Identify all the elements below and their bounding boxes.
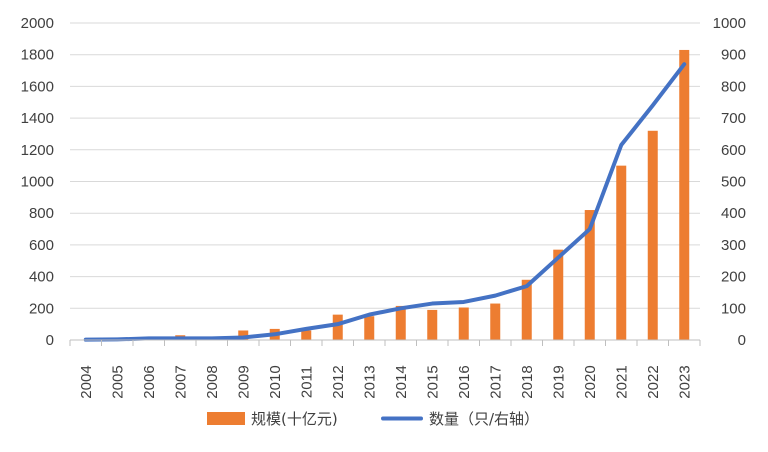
legend-label-line: 数量（只/右轴） (429, 410, 539, 428)
y-right-tick-label: 600 (721, 142, 746, 159)
bar (679, 49, 690, 340)
bar (553, 249, 564, 340)
y-left-tick-label: 1200 (21, 142, 54, 159)
y-right-tick-label: 700 (721, 110, 746, 127)
bar (647, 130, 658, 340)
line-point (589, 228, 591, 230)
legend-swatch-bar (207, 412, 245, 425)
x-tick-label: 2008 (204, 365, 221, 398)
line-point (400, 307, 402, 309)
x-tick-label: 2017 (487, 365, 504, 398)
bar (395, 305, 406, 340)
line-point (494, 295, 496, 297)
legend: 规模(十亿元) 数量（只/右轴） (207, 410, 539, 428)
y-left-tick-label: 800 (29, 205, 54, 222)
y-left-tick-label: 1400 (21, 110, 54, 127)
gridlines (70, 22, 700, 341)
line-point (148, 337, 150, 339)
line-point (179, 337, 181, 339)
x-tick-label: 2011 (298, 366, 315, 398)
y-right-tick-label: 1000 (713, 15, 746, 32)
line-point (305, 328, 307, 330)
y-left-tick-label: 400 (29, 269, 54, 286)
line-point (557, 257, 559, 259)
y-left-tick-label: 2000 (21, 15, 54, 32)
line-point (431, 303, 433, 305)
x-tick-label: 2007 (172, 365, 189, 398)
x-tick-label: 2015 (424, 365, 441, 398)
y-left-tick-label: 1800 (21, 47, 54, 64)
line-point (337, 323, 339, 325)
bar (458, 307, 469, 340)
left-axis: 0 200 400 600 800 1000 1200 1400 1600 1800 2000 (21, 15, 54, 349)
x-tick-label: 2020 (582, 365, 599, 398)
x-tick-label: 2005 (109, 365, 126, 398)
x-tick-label: 2022 (645, 365, 662, 398)
x-tick-label: 2014 (393, 365, 410, 398)
bar-series (80, 49, 690, 340)
bar (616, 165, 627, 340)
bar (427, 309, 438, 340)
legend-label-bar: 规模(十亿元) (251, 410, 338, 428)
x-tick-label: 2012 (330, 365, 347, 398)
y-left-tick-label: 200 (29, 300, 54, 317)
y-right-tick-label: 300 (721, 237, 746, 254)
x-tick-label: 2018 (519, 365, 536, 398)
y-left-tick-label: 0 (46, 332, 54, 349)
y-right-tick-label: 0 (738, 332, 746, 349)
y-right-tick-label: 800 (721, 78, 746, 95)
line-point (683, 63, 685, 65)
line-point (274, 333, 276, 335)
x-tick-label: 2006 (141, 365, 158, 398)
line-point (211, 337, 213, 339)
line-path (83, 62, 687, 342)
bar (584, 210, 595, 340)
bar (521, 279, 532, 340)
y-left-tick-label: 1600 (21, 78, 54, 95)
x-tick-label: 2013 (361, 365, 378, 398)
y-right-tick-label: 900 (721, 47, 746, 64)
y-left-tick-label: 1000 (21, 174, 54, 191)
bar (490, 303, 501, 340)
line-point (368, 314, 370, 316)
x-tick-label: 2021 (613, 365, 630, 398)
bar (301, 330, 312, 340)
line-series (83, 62, 687, 342)
x-tick-label: 2009 (235, 365, 252, 398)
line-point (652, 104, 654, 106)
y-right-tick-label: 100 (721, 300, 746, 317)
line-point (526, 285, 528, 287)
x-tick-label: 2004 (78, 365, 95, 398)
line-point (620, 144, 622, 146)
bar (238, 330, 249, 340)
right-axis: 0 100 200 300 400 500 600 700 800 900 1000 (713, 15, 746, 349)
y-right-tick-label: 200 (721, 269, 746, 286)
line-point (463, 301, 465, 303)
line-point (242, 336, 244, 338)
bar (364, 316, 375, 340)
x-tick-label: 2019 (550, 365, 567, 398)
x-tick-label: 2010 (267, 365, 284, 398)
y-left-tick-label: 600 (29, 237, 54, 254)
x-tick-label: 2023 (676, 365, 693, 398)
y-right-tick-label: 500 (721, 174, 746, 191)
x-axis: 2004 2005 2006 2007 2008 2009 2010 2011 2012 2013… (69, 339, 701, 399)
y-right-tick-label: 400 (721, 205, 746, 222)
x-tick-label: 2016 (456, 365, 473, 398)
bar (332, 314, 343, 340)
